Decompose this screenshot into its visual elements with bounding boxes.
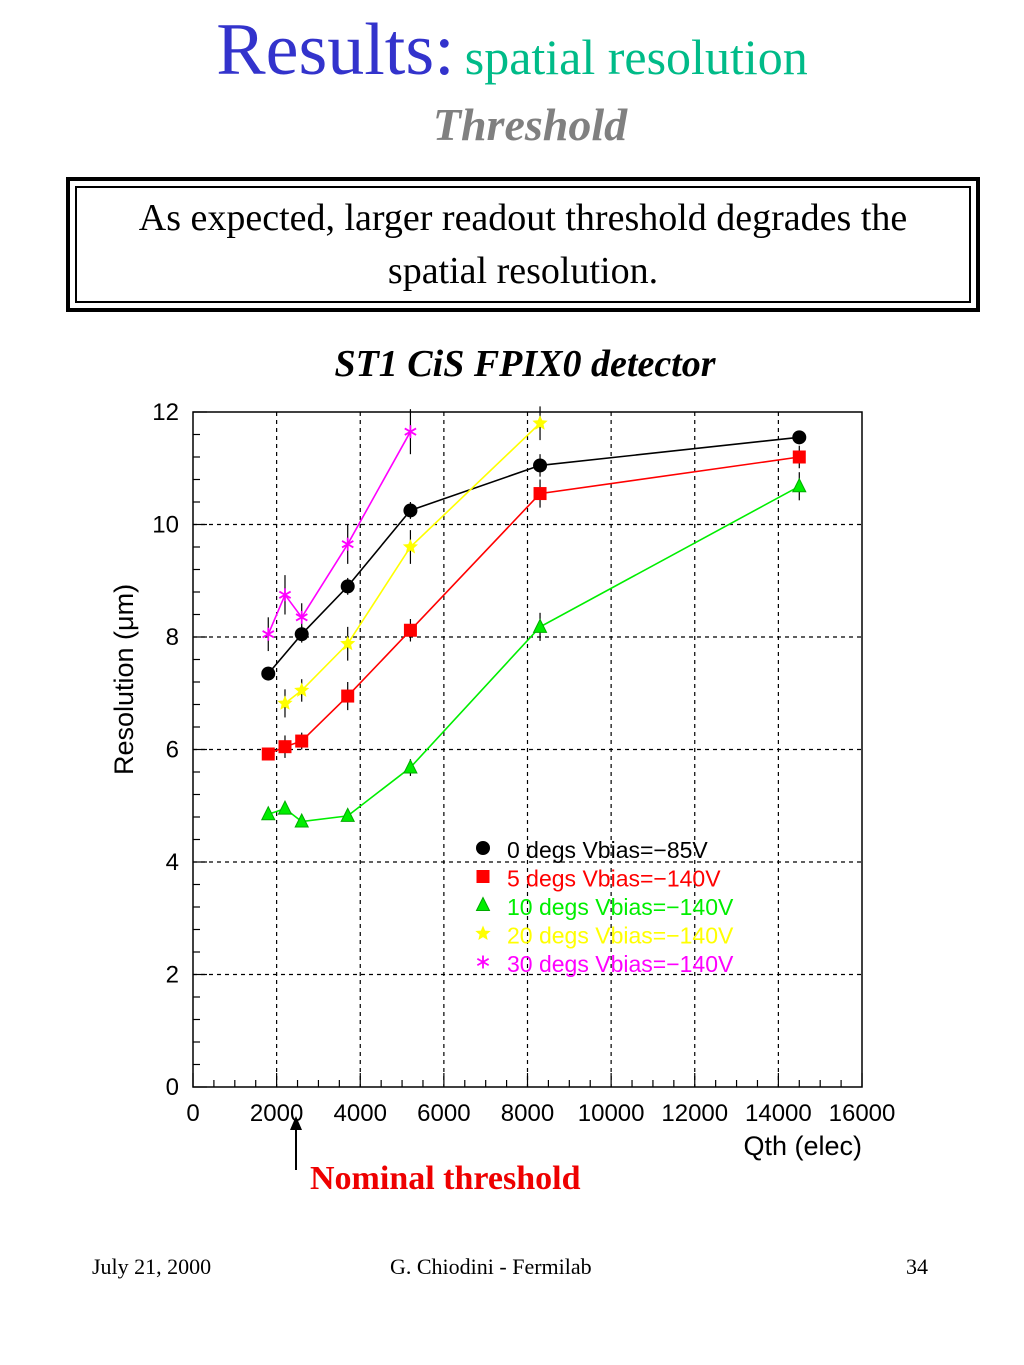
x-tick-label: 4000 <box>334 1100 387 1127</box>
y-tick-label: 10 <box>152 512 179 539</box>
series-line <box>284 422 541 705</box>
data-point <box>261 747 275 761</box>
data-point <box>404 425 417 439</box>
legend-marker <box>476 870 490 883</box>
y-tick-label: 4 <box>166 849 179 876</box>
y-tick-label: 8 <box>166 624 179 651</box>
data-point <box>295 610 308 624</box>
data-point <box>277 695 293 710</box>
data-point <box>792 450 806 464</box>
legend-marker <box>476 955 490 969</box>
x-tick-label: 14000 <box>745 1100 812 1127</box>
data-point <box>403 623 417 637</box>
data-point <box>792 430 807 445</box>
data-point <box>533 487 547 501</box>
x-axis-label: Qth (elec) <box>743 1131 862 1161</box>
data-point <box>340 635 356 651</box>
x-tick-label: 10000 <box>578 1100 645 1127</box>
y-tick-label: 2 <box>166 962 179 989</box>
data-point <box>277 799 293 815</box>
title-subtitle: spatial resolution <box>464 29 808 85</box>
data-point <box>341 537 354 551</box>
series-line <box>267 436 800 675</box>
slide-subtitle: Threshold <box>432 99 628 150</box>
data-series <box>260 406 807 828</box>
chart-caption: ST1 CiS FPIX0 detector <box>334 343 716 385</box>
legend-marker <box>476 841 490 855</box>
data-point <box>403 758 418 774</box>
data-point <box>533 458 548 473</box>
y-axis-label: Resolution (μm) <box>109 584 139 775</box>
legend-marker <box>475 896 491 911</box>
data-point <box>260 805 276 821</box>
y-tick-label: 0 <box>166 1074 179 1101</box>
resolution-chart: 0 2000 4000 6000 8000 10000 12000 14000 16000024… <box>109 399 895 1170</box>
slide-title: Results: spatial resolution <box>0 8 1024 93</box>
series-2 <box>260 472 807 828</box>
x-tick-label: 6000 <box>417 1100 470 1127</box>
legend-marker <box>475 925 491 940</box>
data-point <box>532 415 548 430</box>
data-point <box>402 539 418 554</box>
x-tick-label: 0 <box>186 1100 199 1127</box>
series-0 <box>261 430 807 681</box>
y-tick-label: 6 <box>166 737 179 764</box>
data-point <box>261 666 276 681</box>
x-tick-label: 12000 <box>661 1100 728 1127</box>
series-3 <box>277 406 548 718</box>
nominal-threshold-label: Nominal threshold <box>310 1160 581 1197</box>
grid-lines <box>193 412 862 1087</box>
data-point <box>295 734 309 748</box>
title-main: Results: <box>216 9 455 91</box>
y-tick-label: 12 <box>152 399 179 426</box>
data-point <box>294 812 310 828</box>
series-4 <box>262 409 417 652</box>
footer-author: G. Chiodini - Fermilab <box>390 1254 592 1279</box>
legend-label: 20 degs Vbias=−140V <box>507 923 734 949</box>
legend-label: 0 degs Vbias=−85V <box>507 837 708 863</box>
x-tick-label: 16000 <box>829 1100 896 1127</box>
note-text: As expected, larger readout threshold de… <box>75 186 971 303</box>
legend-label: 5 degs Vbias=−140V <box>507 866 721 892</box>
footer-page-number: 34 <box>906 1254 928 1279</box>
data-point <box>340 807 356 822</box>
note-box: As expected, larger readout threshold de… <box>66 177 980 312</box>
data-point <box>403 503 418 518</box>
nominal-threshold-arrow <box>290 1116 302 1170</box>
data-point <box>278 740 292 754</box>
legend-label: 10 degs Vbias=−140V <box>507 894 734 920</box>
data-point <box>294 682 310 697</box>
series-line <box>267 431 412 635</box>
data-point <box>262 627 275 641</box>
data-point <box>340 579 355 594</box>
data-point <box>791 477 807 493</box>
data-point <box>532 618 548 633</box>
axis-ticks: 0 2000 4000 6000 8000 10000 12000 14000 16000024… <box>152 399 895 1127</box>
x-tick-label: 8000 <box>501 1100 554 1127</box>
series-1 <box>261 445 806 761</box>
data-point <box>278 588 292 602</box>
data-point <box>341 689 355 703</box>
footer-date: July 21, 2000 <box>92 1254 212 1279</box>
legend-label: 30 degs Vbias=−140V <box>507 951 734 977</box>
